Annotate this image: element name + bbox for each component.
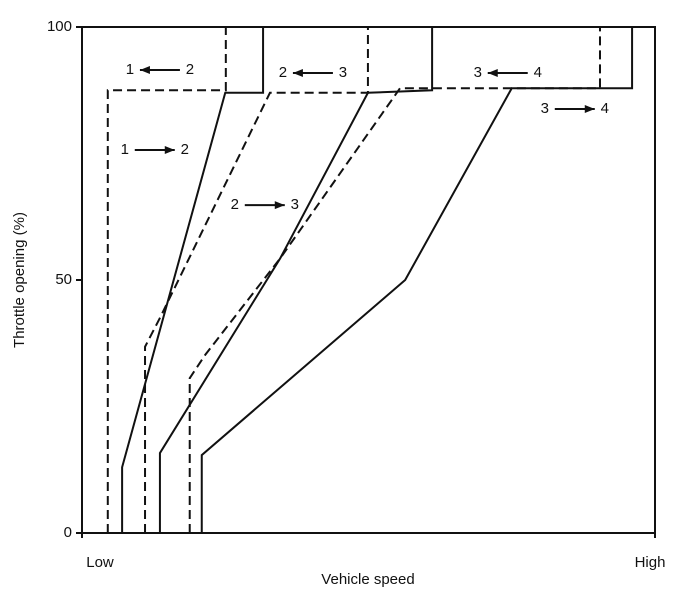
annotation-to: 3	[339, 64, 347, 81]
y-tick-label: 100	[47, 18, 72, 35]
annotation-from: 1	[121, 141, 129, 158]
shift-line	[200, 27, 634, 533]
y-tick-label: 50	[55, 271, 72, 288]
annotation-arrowhead	[292, 69, 303, 78]
annotation-from: 3	[541, 100, 549, 117]
annotation-to: 4	[534, 64, 542, 81]
y-axis-label: Throttle opening (%)	[11, 212, 28, 348]
annotation-arrowhead	[139, 66, 150, 75]
plot-frame	[81, 26, 656, 534]
x-tick-label: Low	[86, 554, 114, 571]
annotation-from: 2	[231, 196, 239, 213]
annotation-to: 3	[291, 196, 299, 213]
annotation-from: 3	[474, 64, 482, 81]
annotation-to: 2	[186, 61, 194, 78]
annotation-from: 2	[279, 64, 287, 81]
annotation-arrowhead	[164, 145, 175, 154]
shift-line	[158, 27, 434, 533]
shift-line	[121, 27, 265, 533]
annotation-arrowhead	[274, 201, 285, 210]
annotation-arrowhead	[584, 104, 595, 113]
x-axis-label: Vehicle speed	[321, 571, 414, 588]
x-tick-label: High	[635, 554, 666, 571]
y-tick-label: 0	[64, 524, 72, 541]
annotation-from: 1	[126, 61, 134, 78]
shift-line	[188, 27, 601, 533]
shift-line	[144, 27, 369, 533]
shift-line	[106, 27, 227, 533]
annotation-arrowhead	[487, 69, 498, 78]
annotation-to: 2	[181, 141, 189, 158]
annotation-to: 4	[601, 100, 609, 117]
